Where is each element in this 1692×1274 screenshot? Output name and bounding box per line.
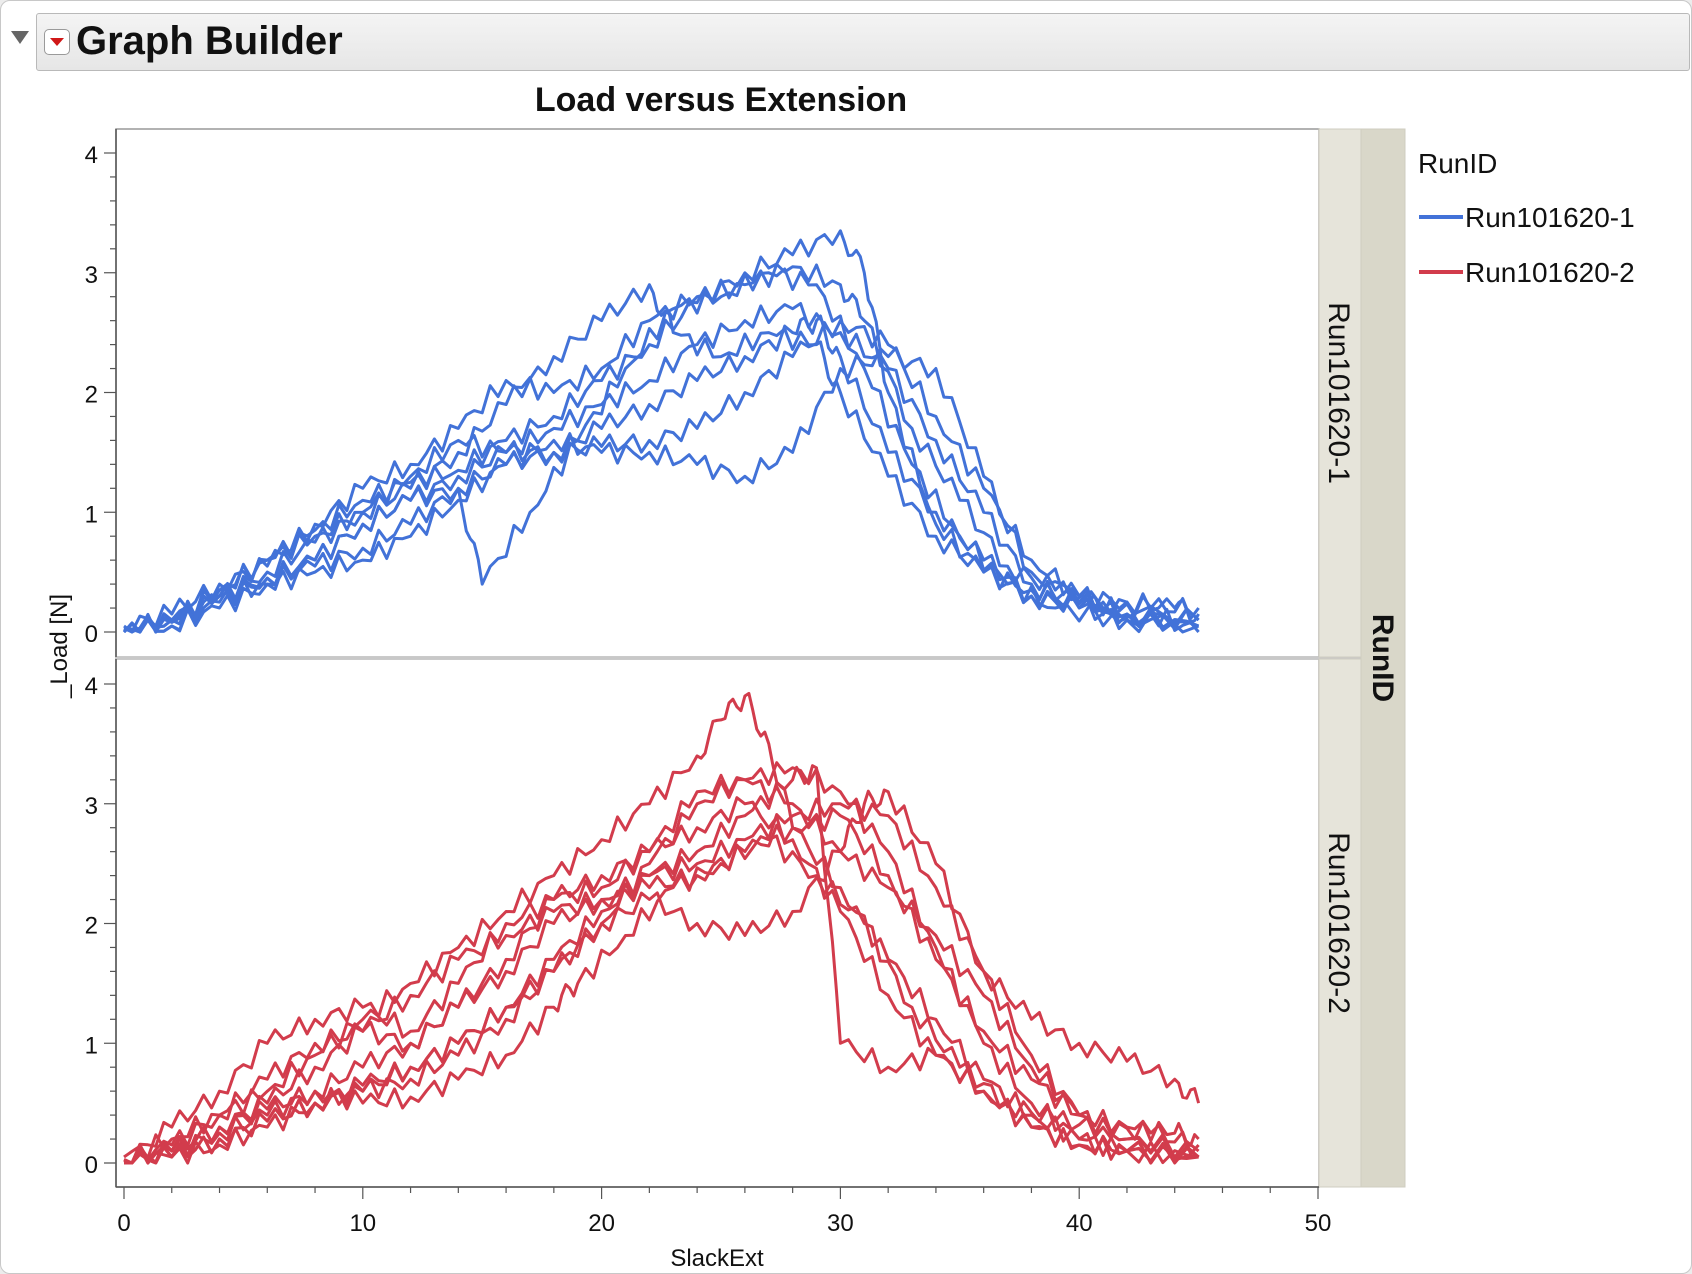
chart-title: Load versus Extension [535,81,907,119]
y-tick-label: 3 [85,262,98,289]
x-tick-label: 10 [349,1210,376,1237]
y-tick-label: 1 [85,1032,98,1059]
legend-title: RunID [1418,148,1497,179]
group-outer-strip [1360,128,1406,1188]
series-line [123,691,1199,1165]
window-title: Graph Builder [76,19,343,63]
y-tick-label: 1 [85,501,98,528]
legend-item[interactable]: Run101620-2 [1419,257,1635,288]
series-line [122,314,1200,634]
series-line [124,778,1200,1165]
series-layer [122,229,1201,1165]
x-tick-label: 50 [1305,1210,1332,1237]
x-tick-label: 0 [117,1210,130,1237]
series-line [123,346,1200,634]
series-line [124,834,1200,1165]
x-tick-label: 30 [827,1210,854,1237]
y-tick-label: 2 [85,382,98,409]
legend-label-1: Run101620-1 [1465,202,1635,233]
plot-area-top [115,128,1320,658]
y-tick-label: 4 [85,673,98,700]
red-triangle-menu-icon[interactable] [44,29,70,55]
group-strip-bottom [1318,658,1362,1188]
group-axis-title: RunID [1366,614,1399,702]
y-tick-label: 4 [85,142,98,169]
series-line [122,267,1200,634]
series-line [123,302,1200,634]
y-axis-label: _Load [N] [46,594,73,699]
y-tick-label: 0 [85,1152,98,1179]
group-strip-top [1318,128,1362,658]
x-tick-label: 20 [588,1210,615,1237]
legend-item[interactable]: Run101620-1 [1419,202,1635,233]
x-tick-label: 40 [1066,1210,1093,1237]
plot-area-bottom [115,658,1320,1188]
disclosure-triangle-icon[interactable] [11,31,29,44]
outline-header[interactable] [36,13,1690,71]
y-tick-label: 0 [85,621,98,648]
series-line [123,796,1199,1165]
group-label-bottom: Run101620-2 [1322,832,1355,1014]
x-axis-label: SlackExt [670,1245,764,1272]
y-tick-label: 2 [85,913,98,940]
group-label-top: Run101620-1 [1322,302,1355,484]
legend-label-2: Run101620-2 [1465,257,1635,288]
y-tick-label: 3 [85,793,98,820]
